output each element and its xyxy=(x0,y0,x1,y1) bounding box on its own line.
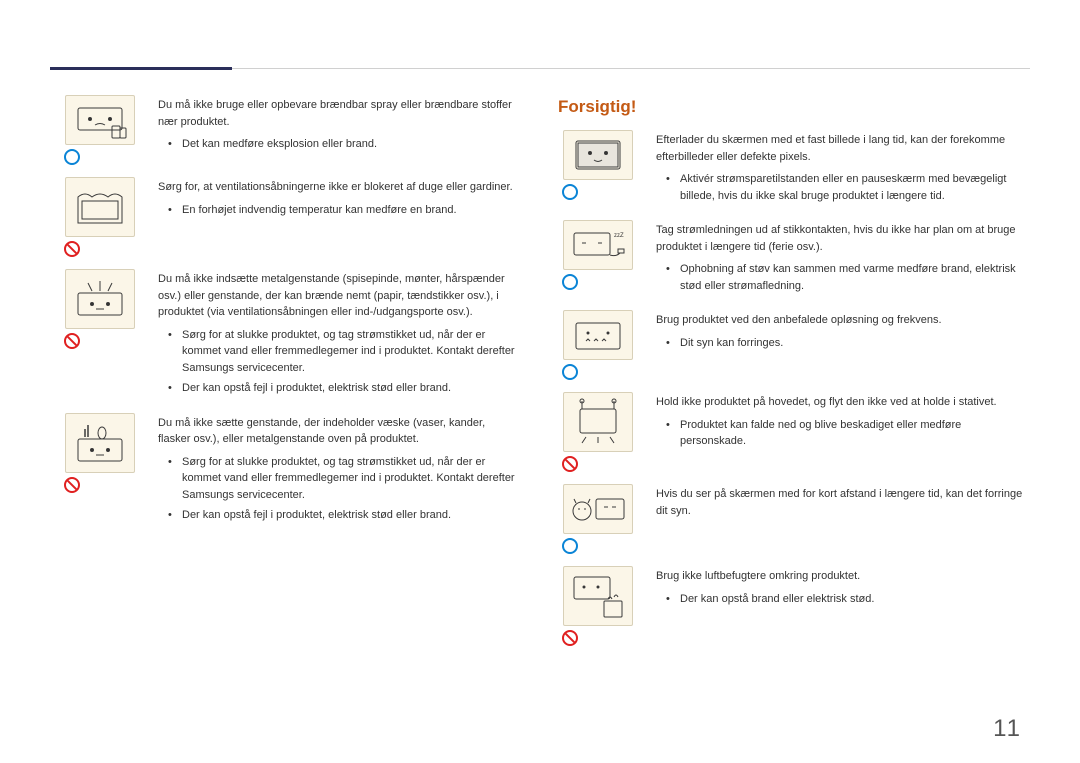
icon-area xyxy=(558,484,638,554)
bullet-list: Ophobning af støv kan sammen med varme m… xyxy=(656,261,1028,294)
bullet-list: Sørg for at slukke produktet, og tag str… xyxy=(158,327,520,397)
info-badge-icon xyxy=(64,149,80,165)
bullet-item: Dit syn kan forringes. xyxy=(670,335,1028,352)
right-column: Efterlader du skærmen med et fast billed… xyxy=(558,130,1028,658)
bullet-list: Sørg for at slukke produktet, og tag str… xyxy=(158,454,520,524)
bullet-item: Der kan opstå fejl i produktet, elektris… xyxy=(172,380,520,397)
safety-text: Efterlader du skærmen med et fast billed… xyxy=(638,130,1028,208)
badge-row xyxy=(64,241,80,257)
safety-main-text: Hvis du ser på skærmen med for kort afst… xyxy=(656,486,1028,519)
safety-text: Du må ikke indsætte metalgenstande (spis… xyxy=(140,269,520,401)
safety-main-text: Du må ikke sætte genstande, der indehold… xyxy=(158,415,520,448)
header-accent xyxy=(50,67,232,70)
bullet-list: Dit syn kan forringes. xyxy=(656,335,1028,352)
badge-row xyxy=(562,364,578,380)
safety-main-text: Du må ikke bruge eller opbevare brændbar… xyxy=(158,97,520,130)
safety-item: zzZ Tag strømledningen ud af stikkontakt… xyxy=(558,220,1028,298)
icon-area: zzZ xyxy=(558,220,638,298)
badge-row xyxy=(562,456,578,472)
pictogram-vase-icon xyxy=(65,413,135,473)
pictogram-upside-icon xyxy=(563,392,633,452)
icon-area xyxy=(558,392,638,472)
icon-area xyxy=(558,130,638,208)
bullet-list: Aktivér strømsparetilstanden eller en pa… xyxy=(656,171,1028,204)
bullet-item: En forhøjet indvendig temperatur kan med… xyxy=(172,202,520,219)
prohibit-badge-icon xyxy=(64,477,80,493)
info-badge-icon xyxy=(562,274,578,290)
icon-area xyxy=(60,269,140,401)
safety-item: Brug ikke luftbefugtere omkring produkte… xyxy=(558,566,1028,646)
pictogram-spray-icon xyxy=(65,95,135,145)
safety-text: Hold ikke produktet på hovedet, og flyt … xyxy=(638,392,1028,472)
caution-heading: Forsigtig! xyxy=(558,97,636,117)
bullet-item: Aktivér strømsparetilstanden eller en pa… xyxy=(670,171,1028,204)
bullet-list: Produktet kan falde ned og blive beskadi… xyxy=(656,417,1028,450)
pictogram-resolution-icon xyxy=(563,310,633,360)
safety-text: Sørg for, at ventilationsåbningerne ikke… xyxy=(140,177,520,257)
badge-row xyxy=(562,274,578,290)
pictogram-distance-icon xyxy=(563,484,633,534)
info-badge-icon xyxy=(562,538,578,554)
pictogram-static-icon xyxy=(563,130,633,180)
safety-item: Hvis du ser på skærmen med for kort afst… xyxy=(558,484,1028,554)
info-badge-icon xyxy=(562,364,578,380)
safety-item: Du må ikke indsætte metalgenstande (spis… xyxy=(60,269,520,401)
prohibit-badge-icon xyxy=(562,456,578,472)
left-column: Du må ikke bruge eller opbevare brændbar… xyxy=(60,95,520,540)
bullet-list: En forhøjet indvendig temperatur kan med… xyxy=(158,202,520,219)
bullet-list: Der kan opstå brand eller elektrisk stød… xyxy=(656,591,1028,608)
bullet-item: Sørg for at slukke produktet, og tag str… xyxy=(172,327,520,377)
safety-main-text: Brug ikke luftbefugtere omkring produkte… xyxy=(656,568,1028,585)
prohibit-badge-icon xyxy=(562,630,578,646)
prohibit-badge-icon xyxy=(64,241,80,257)
safety-item: Efterlader du skærmen med et fast billed… xyxy=(558,130,1028,208)
manual-page: Forsigtig! Du må ikke bruge eller opbeva… xyxy=(0,0,1080,763)
safety-text: Hvis du ser på skærmen med for kort afst… xyxy=(638,484,1028,554)
safety-main-text: Brug produktet ved den anbefalede opløsn… xyxy=(656,312,1028,329)
icon-area xyxy=(60,413,140,528)
icon-area xyxy=(558,566,638,646)
safety-main-text: Du må ikke indsætte metalgenstande (spis… xyxy=(158,271,520,321)
safety-item: Sørg for, at ventilationsåbningerne ikke… xyxy=(60,177,520,257)
safety-item: Du må ikke bruge eller opbevare brændbar… xyxy=(60,95,520,165)
badge-row xyxy=(562,538,578,554)
safety-text: Du må ikke sætte genstande, der indehold… xyxy=(140,413,520,528)
pictogram-cloth-icon xyxy=(65,177,135,237)
svg-text:zzZ: zzZ xyxy=(614,233,624,239)
safety-item: Brug produktet ved den anbefalede opløsn… xyxy=(558,310,1028,380)
bullet-item: Sørg for at slukke produktet, og tag str… xyxy=(172,454,520,504)
bullet-list: Det kan medføre eksplosion eller brand. xyxy=(158,136,520,153)
bullet-item: Det kan medføre eksplosion eller brand. xyxy=(172,136,520,153)
safety-text: Du må ikke bruge eller opbevare brændbar… xyxy=(140,95,520,165)
page-number: 11 xyxy=(993,715,1022,743)
bullet-item: Der kan opstå fejl i produktet, elektris… xyxy=(172,507,520,524)
bullet-item: Produktet kan falde ned og blive beskadi… xyxy=(670,417,1028,450)
safety-item: Du må ikke sætte genstande, der indehold… xyxy=(60,413,520,528)
safety-text: Brug ikke luftbefugtere omkring produkte… xyxy=(638,566,1028,646)
pictogram-insert-icon xyxy=(65,269,135,329)
safety-text: Tag strømledningen ud af stikkontakten, … xyxy=(638,220,1028,298)
bullet-item: Der kan opstå brand eller elektrisk stød… xyxy=(670,591,1028,608)
safety-main-text: Efterlader du skærmen med et fast billed… xyxy=(656,132,1028,165)
info-badge-icon xyxy=(562,184,578,200)
pictogram-unplug-icon: zzZ xyxy=(563,220,633,270)
safety-main-text: Sørg for, at ventilationsåbningerne ikke… xyxy=(158,179,520,196)
prohibit-badge-icon xyxy=(64,333,80,349)
badge-row xyxy=(64,149,80,165)
badge-row xyxy=(64,333,80,349)
icon-area xyxy=(60,177,140,257)
safety-text: Brug produktet ved den anbefalede opløsn… xyxy=(638,310,1028,380)
badge-row xyxy=(64,477,80,493)
badge-row xyxy=(562,630,578,646)
safety-item: Hold ikke produktet på hovedet, og flyt … xyxy=(558,392,1028,472)
bullet-item: Ophobning af støv kan sammen med varme m… xyxy=(670,261,1028,294)
safety-main-text: Tag strømledningen ud af stikkontakten, … xyxy=(656,222,1028,255)
icon-area xyxy=(60,95,140,165)
pictogram-humidifier-icon xyxy=(563,566,633,626)
safety-main-text: Hold ikke produktet på hovedet, og flyt … xyxy=(656,394,1028,411)
icon-area xyxy=(558,310,638,380)
badge-row xyxy=(562,184,578,200)
